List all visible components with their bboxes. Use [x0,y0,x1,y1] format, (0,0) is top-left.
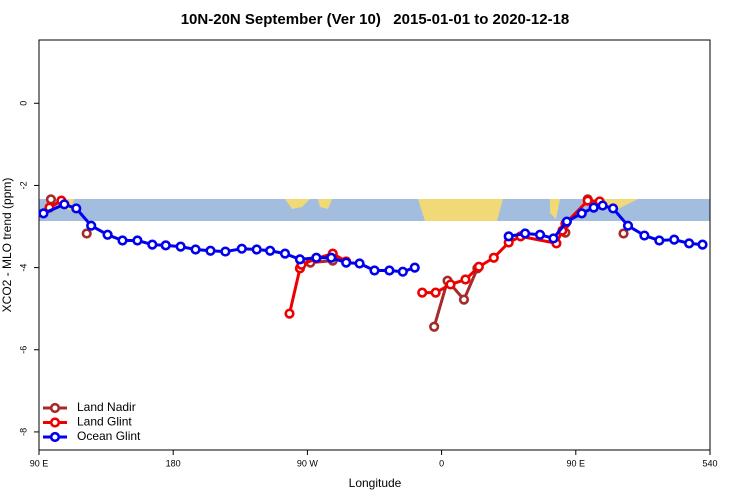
point [409,262,420,273]
point [236,243,247,254]
point [622,220,634,231]
point [81,228,92,239]
y-tick-label: -4 [18,264,28,272]
point [354,258,365,269]
point [430,287,441,298]
point [639,230,650,241]
point [38,208,49,219]
point [265,245,276,256]
point [520,228,531,239]
point [582,195,593,206]
x-axis-label: Longitude [349,476,402,490]
point [618,228,629,239]
x-tick-label: 540 [702,458,717,468]
y-axis-label: XCO2 - MLO trend (ppm) [0,178,14,313]
legend-marker [49,431,61,443]
point [251,244,262,255]
x-tick-label: 0 [439,458,444,468]
point [294,254,306,265]
point [205,245,216,256]
point [458,294,470,305]
point [311,252,322,263]
legend-label: Land Nadir [77,400,136,414]
chart-title: 10N-20N September (Ver 10) 2015-01-01 to… [181,11,570,28]
point [341,257,352,268]
y-tick-label: 0 [18,101,28,106]
point [59,199,70,210]
point [326,252,337,263]
point [429,321,440,332]
y-tick-label: -6 [18,346,28,354]
point [576,208,587,219]
point [669,234,680,245]
point [503,231,514,242]
x-tick-label: 90 E [567,458,586,468]
series [38,199,708,277]
point [460,274,471,285]
y-tick-label: -8 [18,428,28,436]
point [284,308,295,319]
point [397,266,408,277]
map-strip [39,199,710,221]
legend-marker [49,402,61,414]
point [190,244,201,255]
point [369,265,380,276]
point [684,238,695,249]
y-tick-label: -2 [18,181,28,189]
point [147,239,158,250]
point [588,202,599,213]
x-tick-label: 180 [166,458,181,468]
point [597,200,608,211]
point [132,235,143,246]
point [45,194,57,205]
point [697,239,708,250]
point [445,279,456,290]
x-tick-label: 90 W [297,458,319,468]
point [102,229,113,240]
point [175,241,186,252]
point [417,287,428,298]
point [561,216,572,227]
point [220,246,231,257]
legend-label: Ocean Glint [77,429,141,443]
point [71,203,82,214]
point [607,203,619,214]
point [86,220,97,231]
x-tick-label: 90 E [30,458,49,468]
point [473,261,484,272]
point [279,248,291,259]
point [384,265,395,276]
legend-marker [49,417,61,428]
plot-frame [38,39,711,451]
point [488,252,499,263]
point [117,235,128,246]
point [548,233,559,244]
point [160,240,171,251]
point [534,229,546,240]
point [654,235,665,246]
legend-label: Land Glint [77,415,132,429]
